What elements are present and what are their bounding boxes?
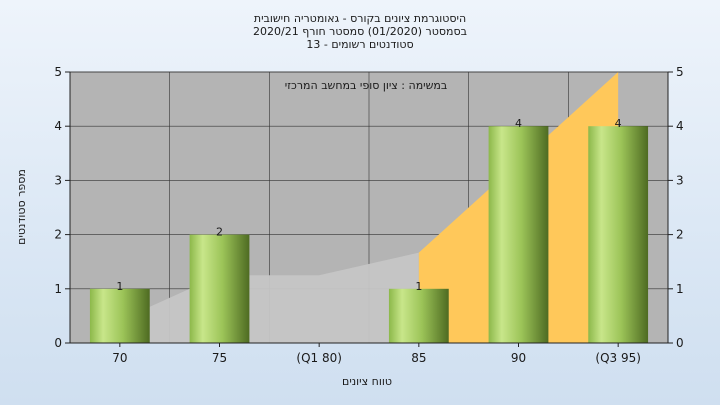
bar-data-label: 4 — [515, 117, 522, 130]
x-tick-label: 70 — [112, 351, 127, 365]
x-tick-label: (Q3 95) — [595, 351, 641, 365]
x-tick-label: 90 — [511, 351, 526, 365]
chart-annotation: במשימה : ציון סופי במחשב המרכזי — [285, 79, 448, 92]
y-tick-label-left: 3 — [54, 173, 62, 187]
y-tick-label-left: 1 — [54, 282, 62, 296]
bar-data-label: 1 — [415, 280, 422, 293]
bar-0 — [89, 288, 150, 343]
bar-data-label: 4 — [615, 117, 622, 130]
bar-1 — [189, 234, 250, 343]
y-tick-label-right: 2 — [676, 228, 684, 242]
x-tick-label: 75 — [212, 351, 227, 365]
bar-4 — [488, 126, 549, 343]
y-tick-label-left: 2 — [54, 228, 62, 242]
y-tick-label-right: 3 — [676, 173, 684, 187]
x-tick-label: (Q1 80) — [296, 351, 342, 365]
chart-subtitle-semester: בסמסטר (01/2020) סמסטר חורף 2020/21 — [253, 25, 467, 38]
chart-title: היסטוגרמת ציונים בקורס - גאומטריה חישובי… — [253, 12, 467, 25]
y-tick-label-right: 0 — [676, 336, 684, 350]
axes: 0 0 1 1 2 2 3 3 4 4 5 5 70 75 (Q1 80) 85 90 (Q3 95) — [54, 65, 683, 365]
bar-data-label: 2 — [216, 226, 223, 239]
chart-subtitle-students: סטודנטים רשומים - 13 — [306, 38, 414, 51]
y-tick-label-left: 0 — [54, 336, 62, 350]
bar-data-label: 1 — [116, 280, 123, 293]
x-axis-label: טווח ציונים — [342, 375, 392, 388]
y-axis-label: מספר סטודנטים — [15, 169, 28, 245]
bar-3 — [388, 288, 449, 343]
x-tick-label: 85 — [411, 351, 426, 365]
bar-5 — [588, 126, 649, 343]
y-tick-label-right: 1 — [676, 282, 684, 296]
y-tick-label-right: 5 — [676, 65, 684, 79]
y-tick-label-right: 4 — [676, 119, 684, 133]
bars: 1 2 1 4 4 — [89, 117, 649, 343]
y-tick-label-left: 5 — [54, 65, 62, 79]
y-tick-label-left: 4 — [54, 119, 62, 133]
